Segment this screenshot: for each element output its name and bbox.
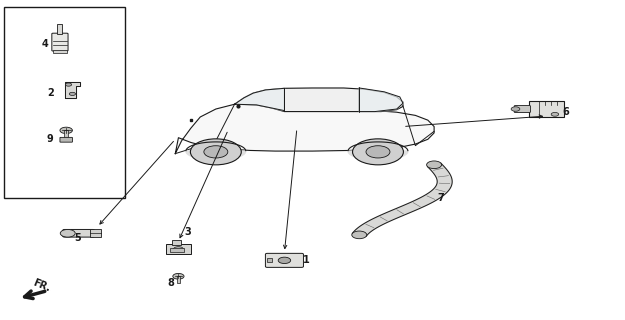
Circle shape [352, 139, 403, 165]
Polygon shape [234, 88, 284, 111]
Polygon shape [64, 82, 80, 98]
Circle shape [278, 257, 291, 264]
Circle shape [60, 127, 72, 133]
Text: 9: 9 [46, 134, 53, 144]
Polygon shape [186, 151, 246, 160]
Circle shape [551, 112, 559, 116]
Bar [172, 240, 181, 245]
Bar [170, 248, 184, 252]
Bar [90, 229, 101, 237]
Bar [64, 130, 68, 139]
Polygon shape [352, 163, 452, 236]
Circle shape [366, 146, 390, 158]
Circle shape [427, 161, 442, 169]
Text: 6: 6 [562, 108, 569, 117]
Circle shape [66, 83, 72, 86]
Text: 4: 4 [41, 39, 48, 49]
Text: 8: 8 [168, 278, 175, 288]
Circle shape [173, 247, 183, 252]
Polygon shape [175, 104, 434, 154]
Circle shape [511, 107, 520, 111]
Text: 2: 2 [48, 88, 54, 98]
Bar [166, 244, 191, 254]
Bar [529, 101, 564, 117]
Text: 1: 1 [302, 255, 309, 265]
Text: 3: 3 [184, 227, 191, 237]
FancyBboxPatch shape [266, 253, 304, 268]
Polygon shape [348, 151, 408, 160]
FancyBboxPatch shape [514, 106, 531, 113]
Bar [4, 7, 126, 198]
Circle shape [352, 231, 367, 239]
Bar [58, 24, 63, 34]
Circle shape [60, 229, 75, 237]
Text: FR.: FR. [32, 277, 52, 293]
FancyBboxPatch shape [52, 33, 68, 51]
Text: 5: 5 [74, 233, 81, 243]
Text: 7: 7 [438, 193, 444, 204]
Polygon shape [234, 88, 403, 112]
Circle shape [173, 273, 184, 279]
Circle shape [69, 92, 76, 95]
Bar [176, 276, 180, 283]
Bar [268, 259, 272, 262]
Bar [53, 50, 67, 53]
Polygon shape [359, 88, 403, 112]
Circle shape [191, 139, 241, 165]
Circle shape [204, 146, 228, 158]
FancyBboxPatch shape [60, 137, 72, 142]
FancyBboxPatch shape [62, 229, 94, 237]
